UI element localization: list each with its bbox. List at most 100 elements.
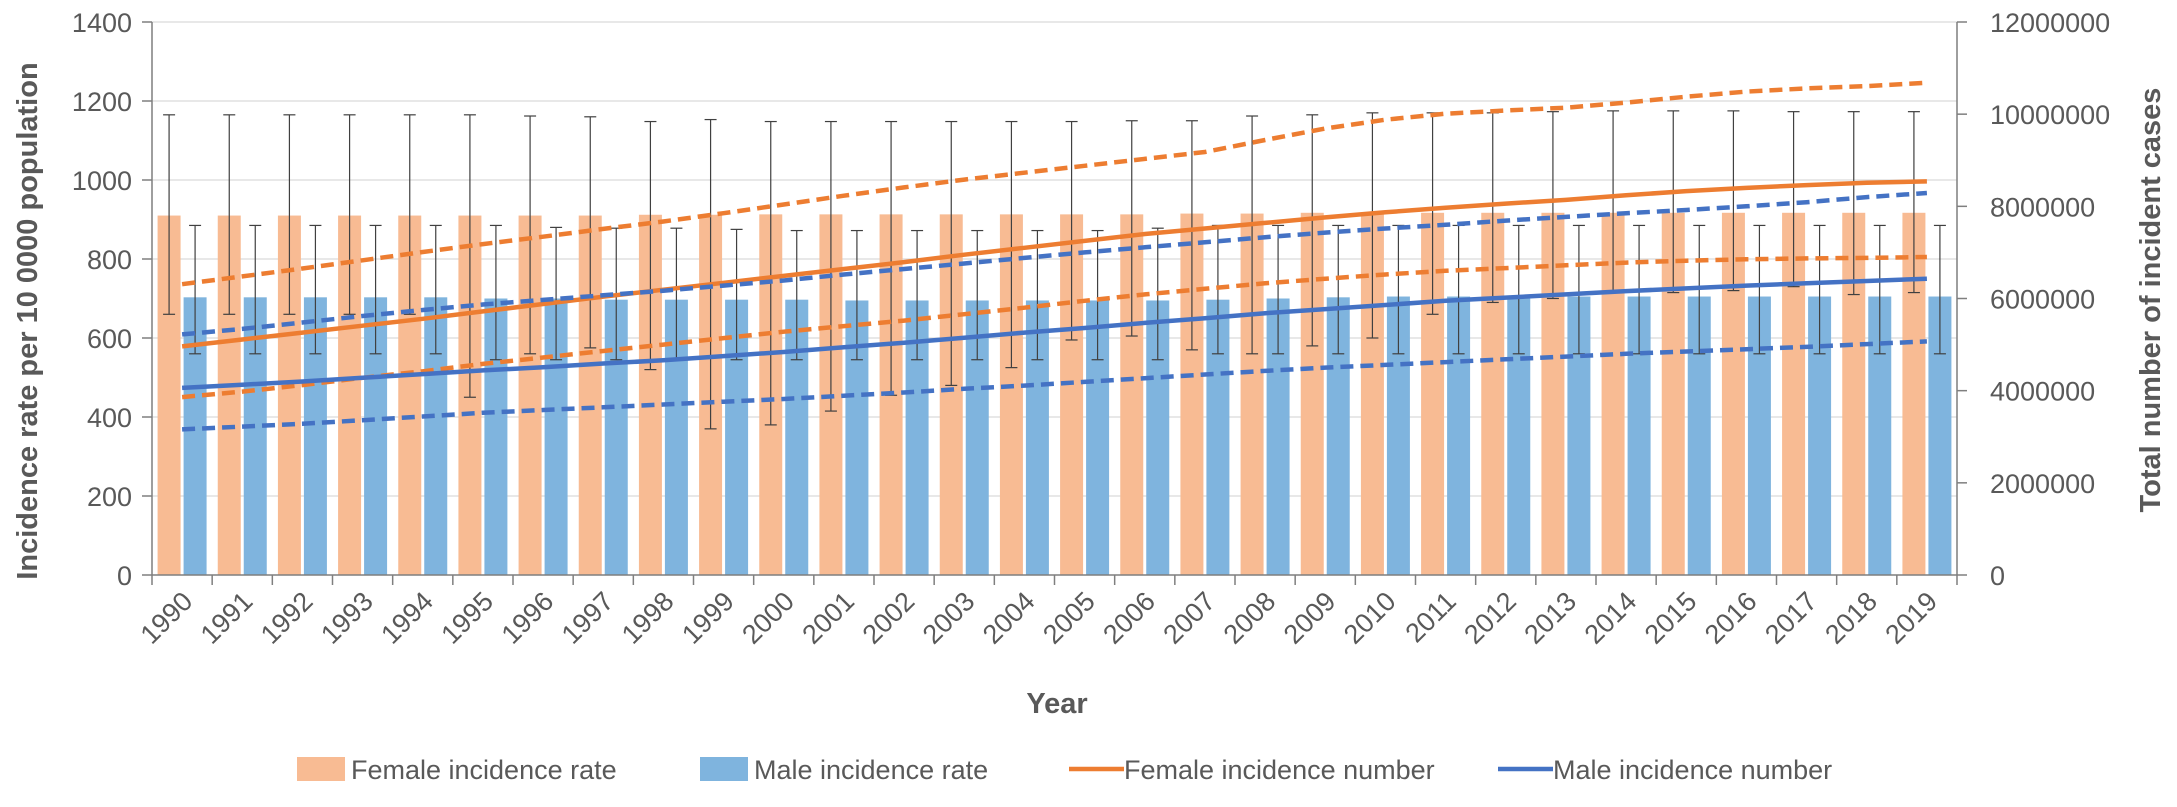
bar-male-incidence-rate	[1086, 300, 1110, 575]
x-tick-label: 2009	[1278, 586, 1342, 650]
y-left-tick-label: 400	[87, 403, 132, 433]
bar-male-incidence-rate	[243, 297, 267, 575]
bar-male-incidence-rate	[785, 299, 809, 575]
x-tick-label: 2012	[1458, 586, 1522, 650]
x-tick-label: 1991	[195, 586, 259, 650]
y-left-tick-label: 200	[87, 482, 132, 512]
bar-male-incidence-rate	[1146, 300, 1170, 575]
x-tick-label: 2015	[1639, 586, 1703, 650]
bar-female-incidence-rate	[217, 215, 241, 576]
x-tick-label: 2018	[1819, 586, 1883, 650]
x-tick-label: 2005	[1037, 586, 1101, 650]
bar-female-incidence-rate	[157, 215, 181, 576]
x-tick-label: 2001	[796, 586, 860, 650]
bar-female-incidence-rate	[1541, 212, 1565, 575]
x-tick-label: 1992	[255, 586, 319, 650]
x-tick-label: 2006	[1097, 586, 1161, 650]
y-right-tick-label: 2000000	[1990, 469, 2095, 499]
legend: Female incidence rate Male incidence rate…	[297, 755, 1832, 785]
bar-female-incidence-rate	[1842, 212, 1866, 575]
x-tick-label: 2002	[857, 586, 921, 650]
y-axis-left-label: Incidence rate per 10 0000 population	[12, 62, 44, 579]
bar-male-incidence-rate	[1025, 300, 1049, 575]
y-right-tick-label: 4000000	[1990, 377, 2095, 407]
bar-female-incidence-rate	[1120, 214, 1144, 576]
x-tick-label: 2013	[1518, 586, 1582, 650]
bar-male-incidence-rate	[183, 297, 207, 575]
bar-female-incidence-rate	[338, 215, 362, 576]
legend-swatch	[700, 757, 748, 781]
bar-male-incidence-rate	[1507, 296, 1531, 575]
y-right-tick-label: 6000000	[1990, 285, 2095, 315]
legend-label: Female incidence rate	[351, 755, 617, 785]
x-tick-label: 2017	[1759, 586, 1823, 650]
bar-female-incidence-rate	[1240, 213, 1264, 575]
x-tick-label: 2011	[1400, 586, 1462, 648]
bar-male-incidence-rate	[1567, 296, 1591, 575]
legend-label: Male incidence rate	[754, 755, 988, 785]
bar-male-incidence-rate	[1627, 296, 1651, 575]
x-tick-label: 2019	[1879, 586, 1943, 650]
y-left-tick-label: 1000	[72, 166, 132, 196]
bar-male-incidence-rate	[1687, 296, 1711, 575]
bar-male-incidence-rate	[1808, 296, 1832, 575]
male-incidence-number-lower-bound-line	[181, 339, 1928, 432]
x-tick-label: 2016	[1699, 586, 1763, 650]
x-tick-label: 2014	[1579, 586, 1643, 650]
female-incidence-number-lower-bound-line	[181, 254, 1927, 400]
series-lines	[181, 80, 1928, 432]
y-left-tick-label: 1200	[72, 87, 132, 117]
bar-female-incidence-rate	[1902, 212, 1926, 575]
male-incidence-number-upper-bound-line	[181, 190, 1928, 337]
bar-female-incidence-rate	[1721, 212, 1745, 575]
female-incidence-number-line	[181, 179, 1927, 349]
y-right-tick-label: 0	[1990, 561, 2005, 591]
legend-label: Male incidence number	[1553, 755, 1832, 785]
grid-lines	[152, 21, 1957, 497]
legend-label: Female incidence number	[1124, 755, 1435, 785]
x-tick-label: 2010	[1338, 586, 1402, 650]
y-axis-right-label: Total number of incident cases	[2135, 88, 2167, 513]
x-tick-label: 1996	[496, 586, 560, 650]
y-right-tick-label: 12000000	[1990, 8, 2110, 38]
bar-male-incidence-rate	[845, 300, 869, 575]
x-tick-label: 1998	[616, 586, 680, 650]
bar-male-incidence-rate	[1928, 296, 1952, 575]
bar-male-incidence-rate	[1747, 296, 1771, 575]
bar-female-incidence-rate	[1300, 212, 1324, 575]
axes	[142, 21, 1967, 585]
bar-female-incidence-rate	[277, 215, 301, 576]
y-left-tick-label: 600	[87, 324, 132, 354]
bar-female-incidence-rate	[1782, 212, 1806, 575]
bars	[157, 212, 1952, 576]
female-incidence-number-upper-bound-line	[181, 80, 1928, 287]
bar-female-incidence-rate	[1601, 212, 1625, 575]
x-tick-label: 1995	[435, 586, 499, 650]
bar-female-incidence-rate	[578, 215, 602, 576]
bar-female-incidence-rate	[1180, 213, 1204, 575]
bar-female-incidence-rate	[939, 214, 963, 576]
error-bars	[163, 110, 1946, 430]
bar-male-incidence-rate	[303, 297, 327, 575]
x-tick-label: 1990	[135, 586, 199, 650]
bar-male-incidence-rate	[664, 299, 688, 575]
y-left-tick-label: 0	[117, 561, 132, 591]
x-tick-label: 1997	[556, 586, 620, 650]
y-right-tick-label: 8000000	[1990, 192, 2095, 222]
legend-swatch	[297, 757, 345, 781]
x-tick-label: 2003	[917, 586, 981, 650]
bar-male-incidence-rate	[1447, 296, 1471, 575]
bar-female-incidence-rate	[1661, 212, 1685, 575]
x-tick-label: 2008	[1218, 586, 1282, 650]
bar-male-incidence-rate	[1868, 296, 1892, 575]
bar-male-incidence-rate	[725, 299, 749, 575]
bar-male-incidence-rate	[1206, 299, 1230, 575]
bar-male-incidence-rate	[905, 300, 929, 575]
x-tick-label: 2004	[977, 586, 1041, 650]
x-tick-label: 1993	[315, 586, 379, 650]
x-tick-label: 1999	[676, 586, 740, 650]
bar-female-incidence-rate	[1481, 212, 1505, 575]
y-right-tick-label: 10000000	[1990, 100, 2110, 130]
